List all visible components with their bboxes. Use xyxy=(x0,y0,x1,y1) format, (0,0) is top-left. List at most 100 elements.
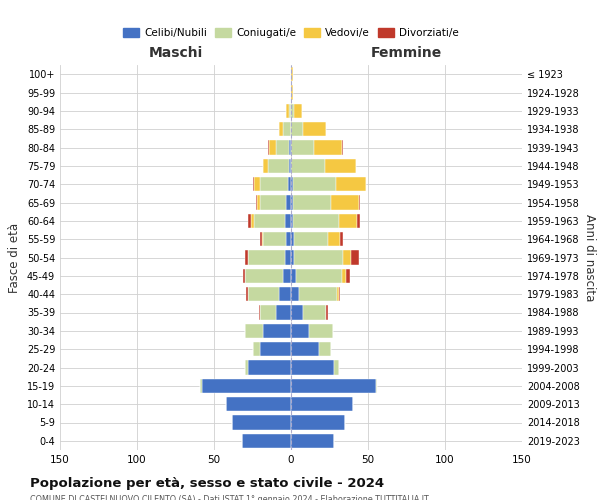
Bar xyxy=(291,306,304,320)
Bar xyxy=(253,177,254,192)
Bar xyxy=(247,287,248,302)
Bar xyxy=(291,158,325,173)
Bar xyxy=(232,416,291,430)
Text: Maschi: Maschi xyxy=(148,46,203,60)
Bar xyxy=(376,378,377,393)
Bar xyxy=(283,122,291,136)
Bar xyxy=(260,177,288,192)
Bar xyxy=(254,214,285,228)
Bar xyxy=(245,324,263,338)
Bar xyxy=(346,268,350,283)
Bar xyxy=(291,268,296,283)
Bar xyxy=(278,122,283,136)
Bar xyxy=(325,158,356,173)
Bar xyxy=(260,342,291,356)
Bar xyxy=(337,287,339,302)
Bar xyxy=(357,214,360,228)
Bar xyxy=(248,287,278,302)
Bar xyxy=(291,416,345,430)
Legend: Celibi/Nubili, Coniugati/e, Vedovi/e, Divorziati/e: Celibi/Nubili, Coniugati/e, Vedovi/e, Di… xyxy=(119,24,463,42)
Y-axis label: Fasce di età: Fasce di età xyxy=(8,222,21,292)
Bar xyxy=(254,177,260,192)
Bar xyxy=(245,360,248,374)
Bar xyxy=(202,378,291,393)
Bar xyxy=(304,306,326,320)
Bar xyxy=(294,250,343,264)
Bar xyxy=(288,177,291,192)
Bar xyxy=(293,177,335,192)
Bar xyxy=(291,122,304,136)
Bar xyxy=(285,250,291,264)
Bar xyxy=(285,214,291,228)
Bar xyxy=(335,177,367,192)
Bar xyxy=(248,360,291,374)
Bar xyxy=(289,140,291,154)
Bar xyxy=(291,342,319,356)
Bar xyxy=(256,196,257,209)
Text: COMUNE DI CASTELNUOVO CILENTO (SA) - Dati ISTAT 1° gennaio 2024 - Elaborazione T: COMUNE DI CASTELNUOVO CILENTO (SA) - Dat… xyxy=(30,495,429,500)
Bar xyxy=(291,67,293,82)
Bar xyxy=(340,232,343,246)
Bar xyxy=(291,86,293,100)
Bar xyxy=(253,342,260,356)
Bar xyxy=(275,306,291,320)
Bar xyxy=(260,306,275,320)
Bar xyxy=(331,196,359,209)
Bar xyxy=(263,232,286,246)
Bar xyxy=(293,214,339,228)
Bar xyxy=(351,250,359,264)
Bar xyxy=(263,158,268,173)
Bar xyxy=(328,232,340,246)
Bar xyxy=(268,140,269,154)
Text: Popolazione per età, sesso e stato civile - 2024: Popolazione per età, sesso e stato civil… xyxy=(30,478,384,490)
Bar xyxy=(291,104,294,118)
Bar xyxy=(269,140,275,154)
Bar xyxy=(339,214,357,228)
Bar xyxy=(291,434,334,448)
Bar xyxy=(242,434,291,448)
Bar xyxy=(248,214,251,228)
Bar xyxy=(291,397,353,411)
Bar xyxy=(342,140,343,154)
Bar xyxy=(278,287,291,302)
Bar xyxy=(294,104,302,118)
Bar xyxy=(248,250,285,264)
Bar xyxy=(245,250,248,264)
Bar xyxy=(339,287,340,302)
Bar xyxy=(291,140,314,154)
Bar xyxy=(263,324,291,338)
Bar xyxy=(286,104,289,118)
Bar xyxy=(283,268,291,283)
Bar xyxy=(326,306,328,320)
Bar xyxy=(251,214,254,228)
Bar xyxy=(334,360,339,374)
Y-axis label: Anni di nascita: Anni di nascita xyxy=(583,214,596,301)
Bar xyxy=(310,324,332,338)
Bar xyxy=(293,196,331,209)
Bar xyxy=(291,214,293,228)
Bar xyxy=(257,196,260,209)
Bar xyxy=(343,250,351,264)
Bar xyxy=(291,250,294,264)
Bar xyxy=(359,196,360,209)
Text: Femmine: Femmine xyxy=(371,46,442,60)
Bar xyxy=(319,342,331,356)
Bar xyxy=(342,268,346,283)
Bar xyxy=(299,287,337,302)
Bar xyxy=(291,360,334,374)
Bar xyxy=(289,104,291,118)
Bar xyxy=(314,140,342,154)
Bar xyxy=(291,324,310,338)
Bar xyxy=(245,268,283,283)
Bar xyxy=(291,196,293,209)
Bar xyxy=(286,232,291,246)
Bar xyxy=(304,122,326,136)
Bar xyxy=(259,306,260,320)
Bar xyxy=(260,232,262,246)
Bar xyxy=(275,140,289,154)
Bar xyxy=(291,287,299,302)
Bar xyxy=(291,378,376,393)
Bar xyxy=(291,232,294,246)
Bar xyxy=(294,232,328,246)
Bar xyxy=(268,158,289,173)
